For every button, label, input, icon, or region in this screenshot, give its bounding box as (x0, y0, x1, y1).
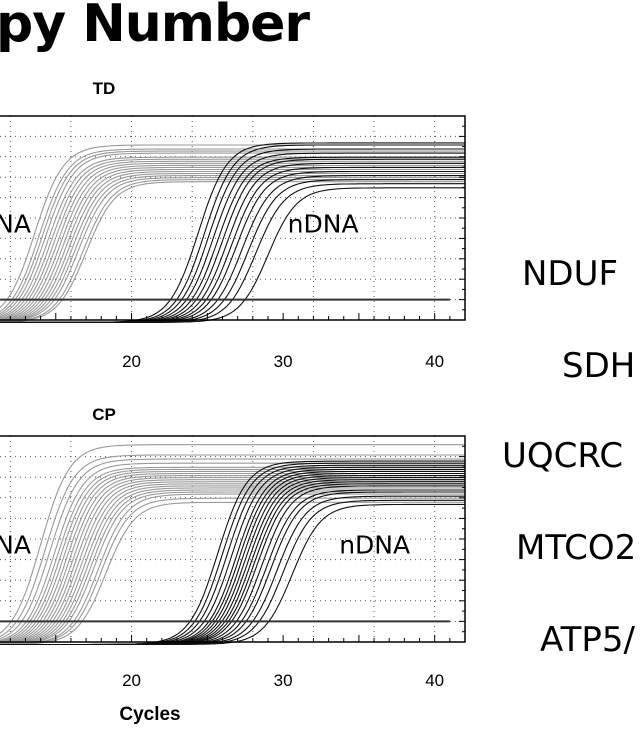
chart-0-x-tick-label: 20 (122, 352, 141, 371)
chart-0-series-0-curve (0, 164, 465, 321)
chart-1-series-0-curve (0, 497, 465, 645)
chart-0-series-1-curve (0, 183, 465, 323)
gene-label-ndufs: NDUF (522, 254, 619, 294)
gene-label-mtco2: MTCO2 (516, 528, 637, 568)
chart-0-series-0-curve (0, 172, 465, 323)
chart-1-x-tick-label: 20 (122, 671, 141, 690)
chart-1-x-tick-label: 30 (274, 671, 293, 690)
chart-1-series-0-curve (0, 458, 465, 640)
chart-td: TD 20 30 40 NA nDNA (0, 74, 640, 384)
gene-label-atp5: ATP5/ (540, 620, 635, 660)
chart-0-series-0-curve (0, 168, 465, 322)
chart-1-series-0-curve (0, 454, 465, 638)
chart-1-series-0-curve (0, 501, 465, 645)
chart-0-series-0-curve (0, 148, 465, 313)
chart-0-x-tick-label: 30 (274, 352, 293, 371)
chart-0-series-0-curve (0, 150, 465, 315)
chart-cp: CP 20 30 40 NA nDNA Cycles (0, 398, 640, 730)
chart-0-title: TD (93, 79, 116, 98)
chart-0-annotation-0: NA (0, 209, 31, 238)
chart-1-series-1-curve (0, 503, 465, 646)
chart-1-annotation-0: NA (0, 530, 31, 559)
chart-0-series-0-curve (0, 177, 465, 323)
chart-td-svg: TD 20 30 40 NA nDNA (0, 79, 466, 371)
gene-label-uqcrc: UQCRC (502, 436, 624, 476)
chart-0-series-0-curve (0, 160, 465, 320)
chart-1-annotation-1: nDNA (339, 530, 410, 559)
chart-1-x-axis-label: Cycles (119, 704, 180, 725)
chart-1-series-0-curve (0, 487, 465, 645)
gene-label-sdh: SDH (562, 346, 636, 386)
chart-cp-svg: CP 20 30 40 NA nDNA Cycles (0, 405, 466, 725)
chart-0-x-tick-label: 40 (425, 352, 444, 371)
chart-1-x-tick-label: 40 (425, 671, 444, 690)
chart-0-annotation-1: nDNA (288, 209, 359, 238)
chart-1-series-1-curve (0, 499, 465, 646)
chart-0-series-0-curve (0, 181, 465, 323)
chart-1-series-0-curve (0, 444, 465, 634)
chart-1-title: CP (92, 405, 116, 424)
chart-1-series-0-curve (0, 493, 465, 645)
page-title: py Number (0, 0, 310, 54)
